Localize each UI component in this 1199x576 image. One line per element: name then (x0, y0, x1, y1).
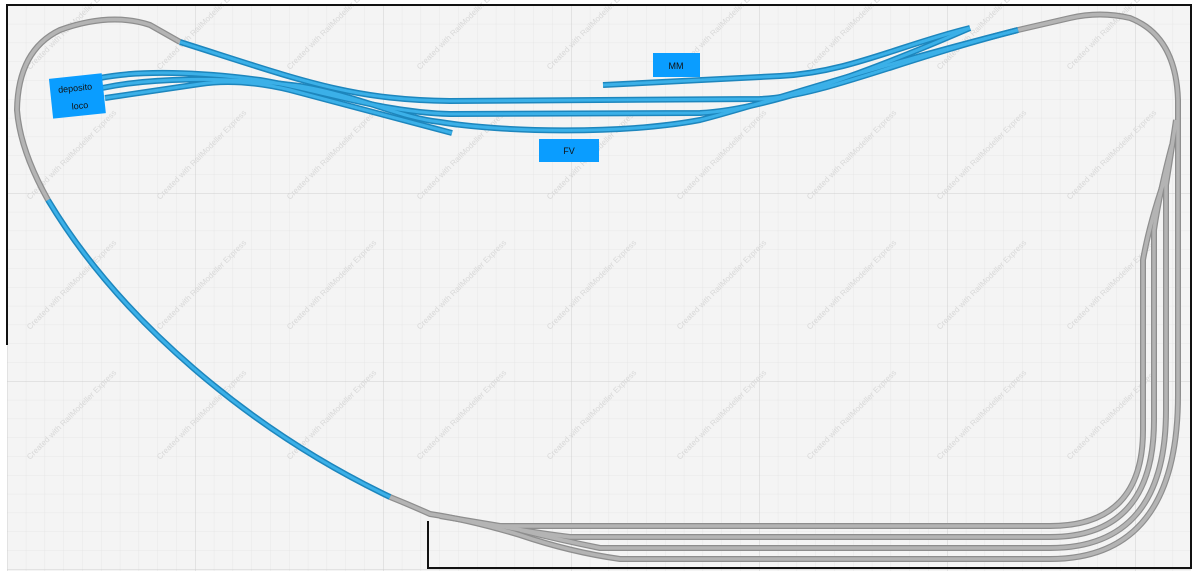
fv-label-text: FV (563, 146, 575, 156)
fv-label-box (539, 139, 599, 162)
depot-label-line1: deposito (58, 81, 93, 95)
mm-label-text: MM (669, 61, 684, 71)
depot-label-box (48, 73, 106, 119)
depot-label-line2: loco (71, 100, 88, 112)
blue-tracks (45, 25, 1019, 500)
board-outline (6, 4, 1192, 569)
mm-label-box (653, 53, 700, 77)
depot-label[interactable]: deposito loco (48, 73, 106, 119)
fv-label[interactable]: FV (539, 139, 599, 162)
mm-label[interactable]: MM (653, 53, 700, 77)
gray-tracks (13, 11, 1181, 562)
grid-major (7, 5, 1191, 571)
